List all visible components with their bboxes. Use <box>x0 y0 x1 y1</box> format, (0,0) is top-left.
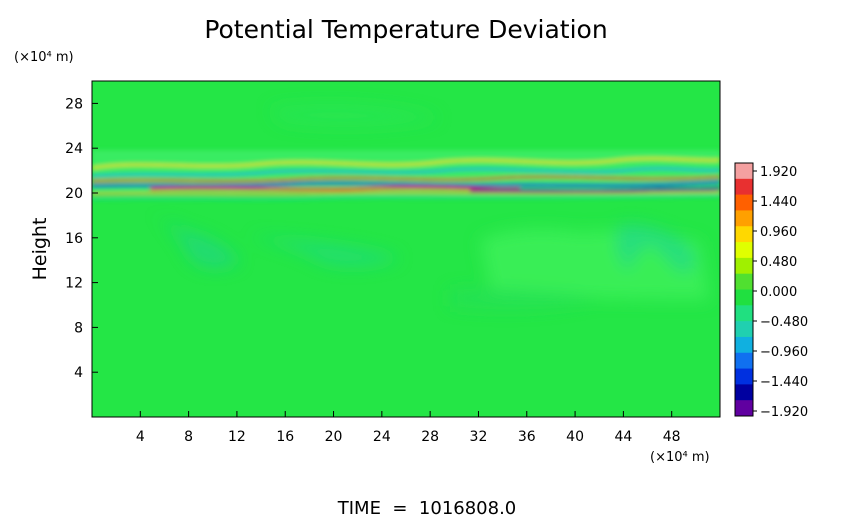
colorbar: 1.920 1.440 0.960 0.480 0.000 −0.480 −0.960 −1.… <box>734 162 808 420</box>
colorbar-swatch <box>735 194 753 211</box>
x-tick-label: 44 <box>614 429 632 445</box>
x-tick-label: 24 <box>373 429 391 445</box>
colorbar-swatch <box>735 242 753 259</box>
x-tick-label: 8 <box>184 429 193 445</box>
colorbar-swatch <box>735 305 753 322</box>
low-amplitude-patches <box>150 103 710 310</box>
y-axis-label: Height <box>29 218 51 281</box>
colorbar-swatch <box>735 384 753 401</box>
colorbar-swatch <box>735 178 753 196</box>
x-tick-label: 40 <box>566 429 584 445</box>
ripple-negative <box>92 195 720 201</box>
colorbar-swatch <box>735 257 753 275</box>
y-axis-unit: (×10⁴ m) <box>14 50 74 65</box>
colorbar-swatch <box>735 273 753 290</box>
y-tick-label: 20 <box>65 186 83 202</box>
colorbar-swatch <box>735 321 753 338</box>
ripple-positive <box>92 191 720 196</box>
y-tick-label: 28 <box>65 96 83 112</box>
eddy-patch <box>616 224 695 273</box>
x-tick-label: 20 <box>325 429 343 445</box>
colorbar-label: −0.960 <box>760 345 808 360</box>
ripple-negative <box>92 180 720 188</box>
ripple-positive <box>92 175 720 183</box>
colorbar-label: −1.920 <box>760 405 808 420</box>
x-tick-label: 12 <box>228 429 246 445</box>
y-tick-label: 4 <box>74 365 83 381</box>
deviation-band <box>92 150 720 201</box>
colorbar-label: 1.440 <box>760 195 797 210</box>
x-tick-label: 4 <box>136 429 145 445</box>
colorbar-frame <box>734 162 754 417</box>
x-tick-label: 28 <box>421 429 439 445</box>
plot-area <box>92 81 720 417</box>
y-tick-label: 24 <box>65 141 83 157</box>
upper-patch <box>270 103 440 127</box>
x-tick-label: 48 <box>663 429 681 445</box>
y-ticks: 4 8 12 16 20 24 28 <box>65 96 98 381</box>
x-tick-label: 16 <box>276 429 294 445</box>
colorbar-swatch <box>735 289 753 306</box>
colorbar-swatch <box>735 226 753 243</box>
y-tick-label: 16 <box>65 231 83 247</box>
eddy-patch <box>150 215 240 269</box>
colorbar-label: −1.440 <box>760 375 808 390</box>
x-ticks: 4 8 12 16 20 24 28 32 36 40 44 48 <box>136 411 681 445</box>
eddy-patch <box>450 288 600 310</box>
colorbar-label: 0.960 <box>760 225 797 240</box>
colorbar-swatch <box>735 336 753 354</box>
eddy-patch <box>250 236 400 267</box>
colorbar-swatch <box>735 368 753 385</box>
colorbar-swatch <box>735 210 753 227</box>
colorbar-label: −0.480 <box>760 315 808 330</box>
x-tick-label: 36 <box>518 429 536 445</box>
x-tick-label: 32 <box>470 429 488 445</box>
x-axis-unit: (×10⁴ m) <box>650 450 710 465</box>
colorbar-swatch <box>735 400 753 417</box>
y-tick-label: 12 <box>65 276 83 292</box>
colorbar-swatch <box>735 352 753 370</box>
ripple-positive <box>149 185 521 191</box>
ripple-negative <box>469 186 720 193</box>
ripple-positive <box>92 157 720 170</box>
colorbar-label: 1.920 <box>760 165 797 180</box>
chart-title: Potential Temperature Deviation <box>204 15 607 44</box>
colorbar-swatch <box>735 163 753 180</box>
y-tick-label: 8 <box>74 320 83 336</box>
plot-frame <box>91 80 721 418</box>
lower-patch <box>480 228 710 300</box>
time-label: TIME = 1016808.0 <box>337 498 517 519</box>
colorbar-label: 0.000 <box>760 285 797 300</box>
colorbar-label: 0.480 <box>760 255 797 270</box>
ripple-negative <box>92 167 720 178</box>
